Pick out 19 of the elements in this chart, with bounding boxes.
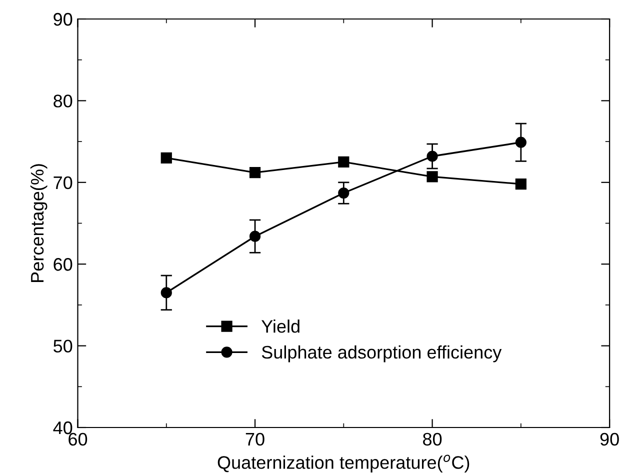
point — [338, 156, 350, 168]
y-tick-label: 50 — [54, 340, 72, 353]
point — [515, 178, 526, 190]
y-axis-title: Percentage(%) — [30, 164, 48, 282]
legend-label: Sulphate adsorption efficiency — [262, 345, 502, 362]
y-tick-label: 40 — [53, 421, 72, 434]
y-tick-label: 70 — [54, 176, 72, 190]
point — [160, 152, 172, 164]
x-axis-title: Quaternization temperature($^{o}$C) — [218, 454, 470, 472]
y-tick-label: 80 — [54, 94, 72, 108]
x-tick-label: 70 — [246, 432, 264, 446]
x-tick-label: 90 — [600, 432, 619, 446]
point — [426, 171, 438, 182]
x-tick-label: 60 — [68, 432, 88, 446]
y-tick-label: 90 — [54, 12, 72, 26]
y-tick-label: 60 — [54, 258, 72, 271]
point — [249, 167, 261, 178]
x-tick-label: 80 — [423, 432, 442, 446]
legend-label: Yield — [261, 320, 300, 333]
